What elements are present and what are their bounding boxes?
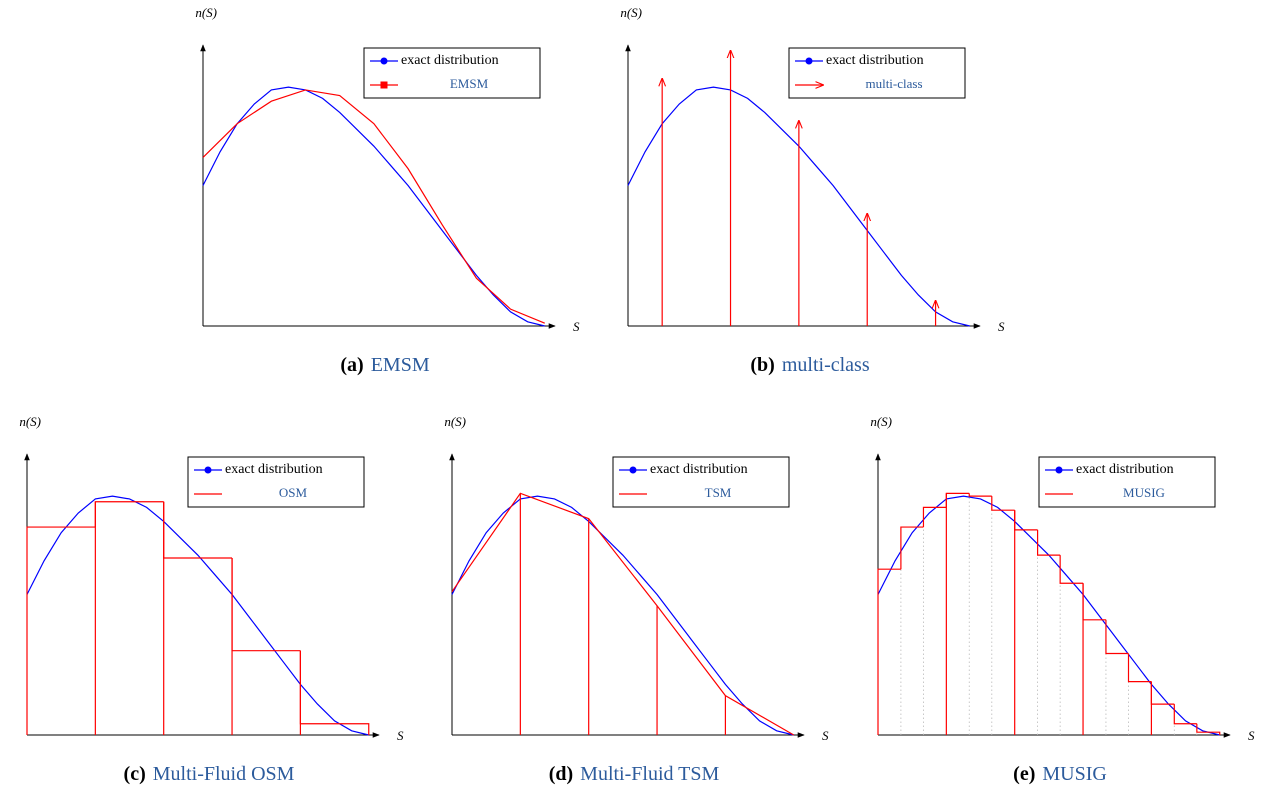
bar — [26, 526, 96, 735]
caption-label: (b) — [750, 354, 774, 376]
bar — [94, 501, 164, 528]
x-axis-label: S — [822, 728, 829, 743]
caption-title: multi-class — [782, 354, 870, 376]
caption: (b) multi-class — [750, 354, 869, 376]
bar — [1037, 529, 1061, 556]
caption-label: (e) — [1013, 763, 1035, 785]
legend-label: EMSM — [450, 76, 489, 91]
bar — [231, 557, 301, 652]
bar — [945, 492, 970, 508]
bar — [968, 493, 992, 497]
legend-marker — [1055, 466, 1063, 474]
legend-marker — [204, 466, 212, 474]
legend-box — [363, 47, 541, 99]
legend-label: MUSIG — [1123, 485, 1165, 500]
bar — [1127, 653, 1152, 683]
caption: (c) Multi-Fluid OSM — [124, 763, 295, 785]
caption-label: (d) — [549, 763, 573, 785]
line — [202, 89, 545, 324]
legend-box — [788, 47, 966, 99]
bar — [1014, 510, 1038, 531]
bar — [1105, 619, 1129, 655]
legend-marker — [380, 81, 388, 89]
caption: (a) EMSM — [340, 354, 429, 376]
y-axis-label: n(S) — [195, 5, 217, 20]
legend-label: exact distribution — [1076, 462, 1174, 477]
caption: (d) Multi-Fluid TSM — [549, 763, 720, 785]
legend-label: multi-class — [865, 76, 922, 91]
caption-title: Multi-Fluid TSM — [580, 763, 719, 785]
x-axis-label: S — [397, 728, 404, 743]
legend-box — [612, 456, 790, 508]
line — [451, 492, 795, 736]
legend-marker — [805, 57, 813, 65]
y-axis-label: n(S) — [620, 5, 642, 20]
legend-label: OSM — [279, 485, 308, 500]
bar — [1082, 583, 1106, 621]
legend-box — [187, 456, 365, 508]
caption-label: (a) — [340, 354, 363, 376]
legend-label: exact distribution — [650, 462, 748, 477]
bar — [163, 501, 233, 559]
y-axis-label: n(S) — [19, 414, 41, 429]
caption-label: (c) — [124, 763, 146, 785]
legend-box — [1038, 456, 1216, 508]
bar — [991, 496, 1015, 511]
bar — [1059, 555, 1084, 584]
caption: (e) MUSIG — [1013, 763, 1107, 785]
bar — [900, 526, 924, 570]
bar — [1173, 704, 1197, 725]
legend-label: exact distribution — [401, 53, 499, 68]
y-axis-label: n(S) — [870, 414, 892, 429]
legend-label: TSM — [705, 485, 732, 500]
bar — [877, 568, 901, 735]
line — [877, 495, 1220, 736]
caption-title: MUSIG — [1042, 763, 1106, 785]
legend-marker — [380, 57, 388, 65]
caption-title: Multi-Fluid OSM — [153, 763, 295, 785]
legend-label: exact distribution — [225, 462, 323, 477]
bar — [1150, 681, 1175, 705]
bar — [1196, 723, 1221, 735]
x-axis-label: S — [998, 319, 1005, 334]
caption-title: EMSM — [371, 354, 430, 376]
x-axis-label: S — [573, 319, 580, 334]
legend-label: exact distribution — [826, 53, 924, 68]
x-axis-label: S — [1248, 728, 1255, 743]
legend-marker — [629, 466, 637, 474]
line — [451, 495, 794, 736]
line — [26, 495, 369, 736]
bar — [922, 506, 947, 528]
bar — [299, 650, 370, 735]
y-axis-label: n(S) — [444, 414, 466, 429]
